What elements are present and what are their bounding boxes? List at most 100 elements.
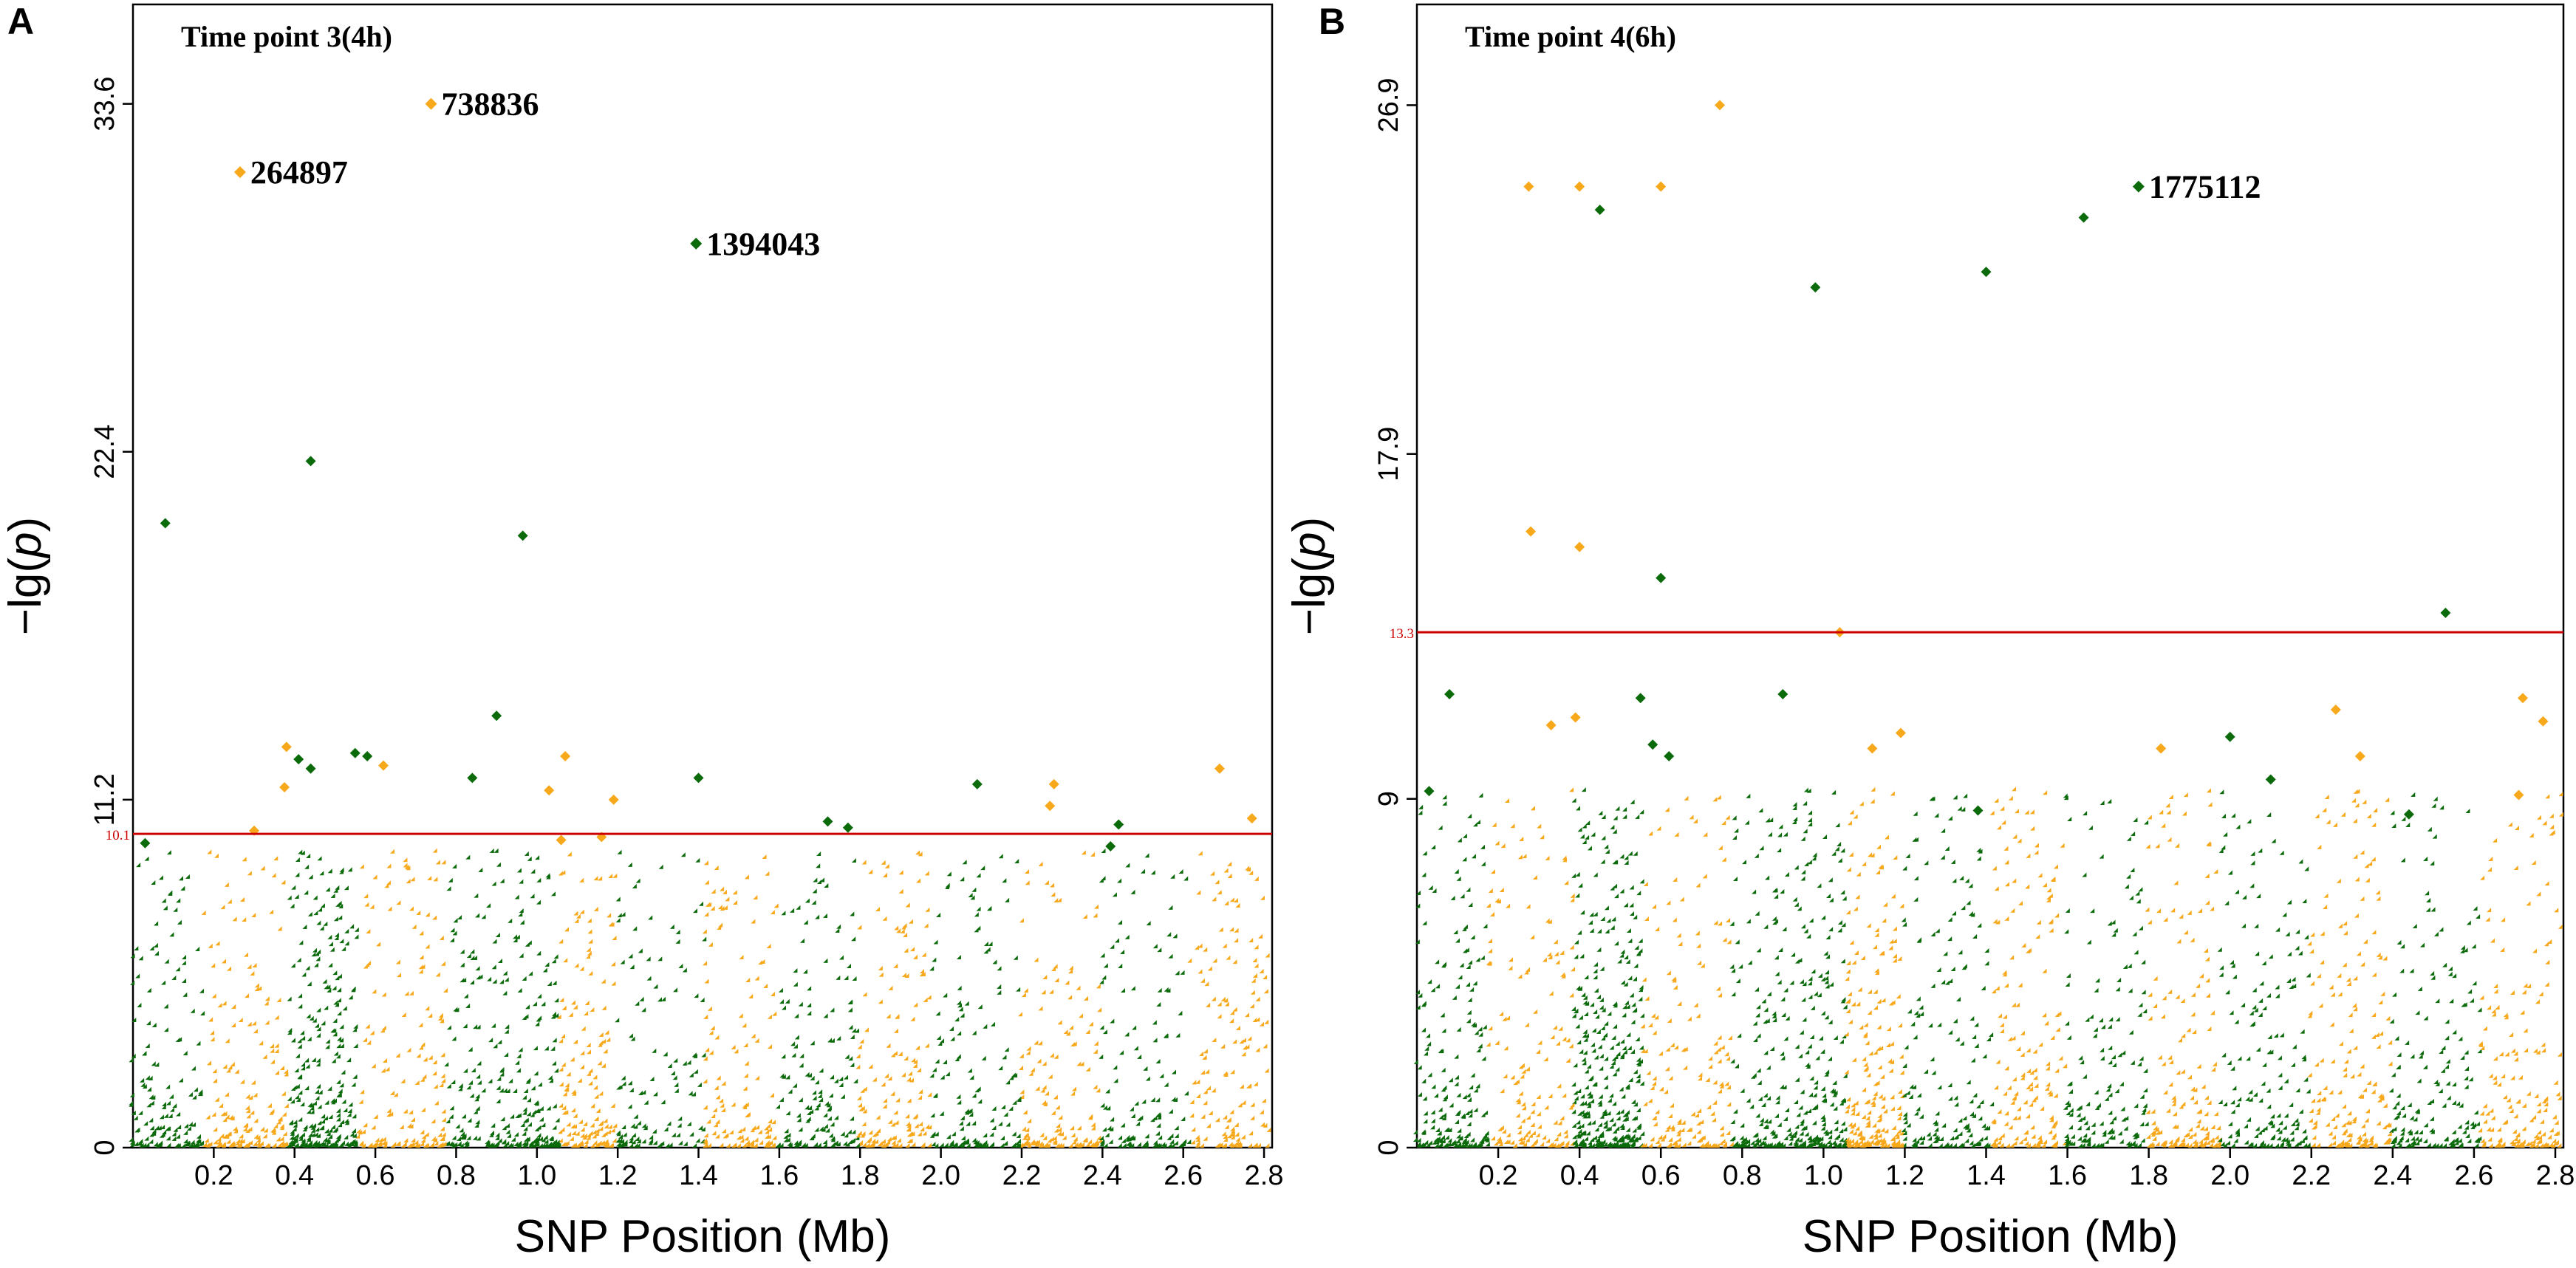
snp-point [827,1107,832,1112]
snp-point [129,1058,134,1063]
snp-point [2464,1120,2470,1125]
snp-point [306,1137,311,1142]
snp-point [1991,989,1996,994]
snp-point [1791,952,1796,957]
snp-point [1500,843,1506,849]
snp-point [989,1117,994,1123]
snp-point [281,880,286,885]
snp-point [1844,1108,1849,1114]
snp-point [2030,826,2035,831]
snp-point [165,1084,171,1089]
snp-point [1198,851,1203,856]
snp-point [1655,1109,1660,1114]
snp-point [689,1072,694,1077]
snp-point [1134,1101,1139,1106]
snp-point [2366,813,2371,818]
snp-point [1517,854,1523,860]
snp-point [2513,1051,2518,1056]
snp-point [160,518,171,529]
snp-point [1846,1097,1851,1102]
snp-point [835,928,840,933]
snp-point [803,919,808,925]
snp-point [898,1051,903,1056]
snp-point [2235,1128,2240,1133]
snp-point [432,1137,437,1142]
snp-point [1992,1120,1997,1125]
snp-point [1536,1111,1541,1117]
snp-point [2011,1002,2016,1007]
snp-point [2068,1089,2074,1094]
snp-point [598,876,603,881]
snp-point [1619,953,1624,958]
snp-point [332,1128,338,1133]
snp-point [1017,1097,1022,1103]
snp-point [901,1072,906,1077]
snp-point [1415,903,1421,908]
snp-point [1524,1022,1529,1027]
snp-point [2086,939,2091,945]
snp-point [561,1005,567,1010]
snp-point [318,907,323,912]
snp-point [2054,913,2060,918]
snp-point [297,1043,302,1049]
snp-point [1727,1035,1732,1041]
panel-a-letter: A [7,1,34,42]
snp-point [1205,1069,1210,1074]
snp-point [715,1134,720,1139]
snp-point [959,1126,964,1131]
snp-point [1630,799,1635,804]
snp-point [739,955,744,960]
snp-point [222,959,227,964]
snp-point [635,1143,640,1148]
snp-point [459,962,465,967]
snp-point [748,993,754,998]
snp-point [1863,1032,1868,1037]
snp-point [862,1108,867,1114]
snp-point [2258,848,2263,853]
snp-point [2319,1058,2324,1063]
snp-point [499,1088,504,1093]
snp-point [195,1138,200,1143]
snp-point [2219,965,2224,970]
snp-point [609,1142,615,1148]
snp-point [1232,1007,1237,1012]
snp-point [499,1066,505,1072]
snp-point [369,904,375,909]
snp-point [301,1062,306,1067]
snp-point [2294,1117,2299,1123]
snp-point [491,1023,496,1028]
snp-point [1670,1042,1675,1047]
snp-point [532,1001,537,1007]
snp-point [214,853,219,858]
snp-point [428,1013,433,1018]
snp-point [267,1103,272,1108]
snp-point [1672,917,1677,922]
snp-point [1085,1029,1090,1034]
snp-point [2364,863,2369,868]
snp-point [1867,989,1872,994]
snp-point [987,905,992,911]
snp-point [2223,1102,2228,1107]
snp-point [404,991,409,996]
snp-point [857,925,862,930]
snp-point [305,965,310,970]
snp-point [612,1123,618,1128]
snp-point [166,1142,171,1148]
snp-point [579,1142,584,1147]
snp-point [1200,978,1206,983]
snp-point [1099,1136,1104,1141]
snp-point [779,1097,784,1102]
snp-point [1812,1092,1817,1097]
snp-point [2148,1015,2153,1021]
snp-point [1081,850,1086,855]
snp-point [1157,947,1162,953]
snp-point [551,1060,556,1066]
snp-point [151,1022,157,1027]
snp-point [2198,908,2203,914]
snp-point [1102,1029,1107,1035]
snp-point [1240,1134,1246,1140]
snp-point [1023,988,1028,993]
snp-point [1584,1085,1589,1090]
snp-point [922,1131,927,1136]
snp-point [1614,894,1619,899]
